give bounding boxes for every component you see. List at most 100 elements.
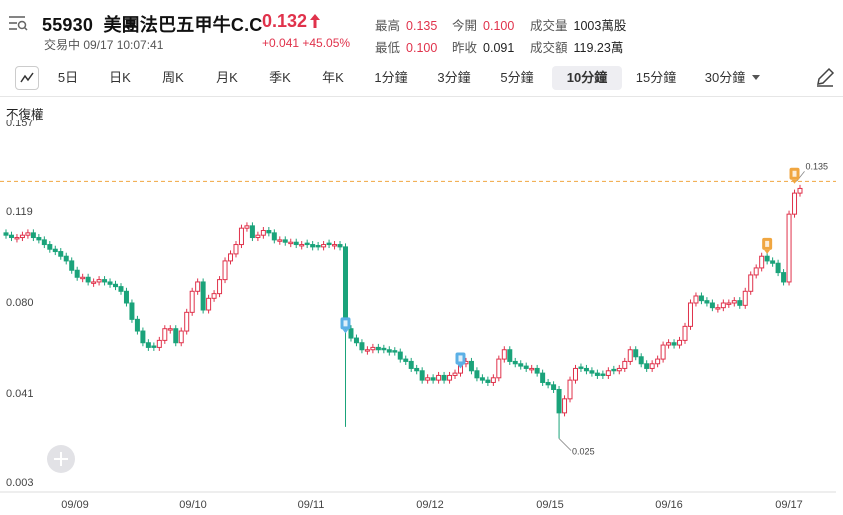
stat-low: 最低 0.100 [375,41,438,55]
candle-body [698,295,704,302]
tab-weekly[interactable]: 周K [162,70,184,85]
candle-body [792,192,798,215]
stat-open: 今開 0.100 [452,19,515,33]
candle-body [52,248,58,253]
candle-body [638,356,644,365]
candle-body [315,244,321,248]
candle-body [748,274,754,292]
x-tick-label: 09/16 [655,499,683,511]
candle-body [113,283,119,288]
candle-body [375,346,381,351]
candle-body [474,370,480,379]
candle-body [578,366,584,369]
price-change: +0.041 +45.05% [262,36,351,50]
candle-body [8,234,14,239]
candle-body [228,253,234,262]
candle-body [704,300,710,304]
candle-body [63,255,69,262]
candle-body [501,349,507,360]
candle-body [441,374,447,381]
stock-title: 55930 美團法巴五甲牛C.C [42,11,262,37]
tab-1min[interactable]: 1分鐘 [374,70,408,85]
trade-status: 交易中 09/17 10:07:41 [44,38,164,52]
candle-body [545,381,551,386]
candle-body [304,242,310,246]
candle-body [80,276,86,280]
candle-body [206,297,212,311]
candle-body [244,225,250,229]
pen-icon[interactable] [814,66,836,88]
chart-type-icon[interactable] [15,66,39,90]
candle-body [326,242,332,246]
candle-body [611,368,617,372]
stat-high: 最高 0.135 [375,19,438,33]
menu-search-icon[interactable] [8,14,28,32]
candle-body [551,384,557,390]
candle-body [687,302,693,327]
candle-body [348,328,354,339]
candle-body [479,377,485,381]
adjust-label[interactable]: 不復權 [6,108,44,122]
candle-body [189,290,195,313]
candle-body [408,360,414,369]
candle-body [797,187,803,194]
tab-daily[interactable]: 日K [109,70,131,85]
candle-body [452,372,458,376]
candle-body [485,379,491,383]
candle-body [616,367,622,372]
candle-body [430,377,436,381]
tab-yearly[interactable]: 年K [322,70,344,85]
tab-3min[interactable]: 3分鐘 [437,70,471,85]
x-tick-label: 09/17 [775,499,803,511]
stat-volume: 成交量 1003萬股 [530,19,627,33]
tab-30min[interactable]: 30分鐘 [704,70,746,85]
candle-body [36,237,42,241]
candle-body [496,358,502,379]
candle-body [627,349,633,362]
dropdown-caret-icon[interactable] [752,75,760,81]
tab-10min[interactable]: 10分鐘 [552,66,622,90]
y-tick-label: 0.003 [6,477,34,489]
candle-body [403,358,409,362]
candle-body [693,295,699,304]
marker-s-icon [791,179,798,184]
candle-body [386,349,392,353]
candle-body [666,342,672,346]
candle-body [436,374,442,381]
candle-body [47,244,53,250]
candle-body [91,281,97,284]
tab-quarterly[interactable]: 季K [269,70,291,85]
candle-body [468,360,474,372]
x-tick-label: 09/12 [416,499,444,511]
candle-body [293,241,299,246]
candle-body [397,351,403,360]
x-tick-label: 09/10 [179,499,207,511]
tab-5min[interactable]: 5分鐘 [500,70,534,85]
candle-body [605,370,611,376]
candle-body [14,237,20,240]
candle-body [381,347,387,351]
x-tick-label: 09/11 [298,499,325,511]
annotation-leader [558,438,572,451]
candle-body [781,272,787,283]
candle-body [753,267,759,276]
tab-15min[interactable]: 15分鐘 [635,70,677,85]
candle-body [41,239,47,246]
candle-body [74,269,80,278]
candle-body [364,349,370,352]
candle-body [266,230,272,234]
tab-5day[interactable]: 5日 [57,70,79,85]
period-tabs: 5日 日K 周K 月K 季K 年K 1分鐘 3分鐘 5分鐘 10分鐘 15分鐘 … [0,62,843,94]
tabs-divider [0,96,843,97]
candle-body [370,346,376,351]
candlestick-chart[interactable]: 0.157 0.119 0.080 0.041 0.003 09/09 09/10 09/11… [0,120,843,515]
candle-body [277,239,283,242]
tab-monthly[interactable]: 月K [216,70,238,85]
marker-b-icon [457,364,464,369]
stock-code: 55930 [42,15,94,35]
up-arrow-icon [310,14,320,28]
candle-body [249,225,255,239]
candle-body [151,345,157,348]
marker-s-icon [792,170,797,177]
candle-body [282,239,288,243]
